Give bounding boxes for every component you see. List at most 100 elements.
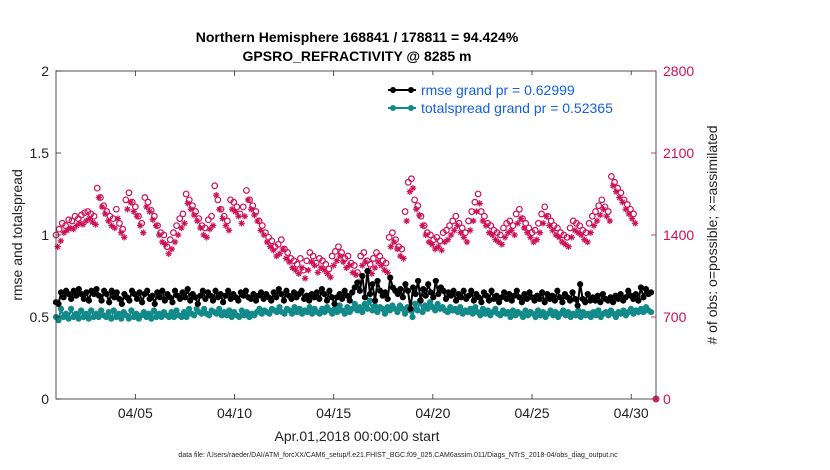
rmse-point — [447, 292, 455, 299]
obs-possible-point — [211, 182, 219, 190]
rmse-point — [138, 299, 146, 306]
rmse-point — [549, 292, 556, 299]
obs-assimilated-point — [194, 217, 201, 225]
totalspread-point — [492, 305, 499, 312]
rmse-point — [485, 297, 493, 304]
rmse-point — [361, 294, 369, 301]
obs-assimilated-point — [501, 234, 509, 241]
rmse-point — [169, 299, 176, 306]
rmse-point — [126, 297, 133, 304]
rmse-point — [73, 292, 80, 299]
obs-assimilated-point — [143, 203, 150, 211]
rmse-point — [394, 290, 401, 298]
obs-assimilated-point — [543, 213, 550, 220]
rmse-point — [377, 287, 384, 294]
obs-assimilated-point — [403, 217, 410, 225]
obs-assimilated-point — [190, 211, 198, 219]
rmse-point — [106, 299, 113, 306]
rmse-point — [220, 299, 227, 306]
rmse-point — [366, 290, 374, 298]
obs-assimilated-point — [171, 238, 179, 246]
obs-assimilated-point — [419, 222, 426, 229]
rmse-point — [409, 284, 417, 291]
rmse-point — [420, 286, 427, 293]
rmse-point — [630, 295, 637, 303]
obs-assimilated-point — [187, 206, 195, 213]
totalspread-point — [238, 307, 245, 314]
rmse-point — [554, 287, 561, 294]
rmse-point — [252, 297, 260, 304]
totalspread-point — [145, 310, 152, 317]
obs-assimilated-point — [438, 247, 445, 254]
obs-possible-point — [414, 202, 422, 210]
rmse-point — [95, 292, 103, 299]
totalspread-point — [228, 313, 235, 321]
rmse-point — [516, 294, 523, 301]
obs-assimilated-point — [209, 222, 217, 229]
rmse-point — [615, 295, 622, 303]
totalspread-point — [532, 313, 539, 321]
totalspread-point — [394, 308, 401, 316]
obs-possible-point — [598, 196, 606, 204]
totalspread-point — [565, 308, 572, 316]
obs-possible-point — [452, 212, 460, 220]
rmse-point — [430, 294, 437, 301]
obs-possible-point — [500, 224, 507, 232]
totalspread-point — [467, 305, 474, 312]
rmse-point — [513, 287, 520, 294]
obs-assimilated-point — [330, 262, 337, 269]
totalspread-point — [595, 307, 602, 314]
totalspread-point — [507, 313, 514, 321]
legend-spread-marker — [408, 105, 414, 111]
totalspread-point — [426, 299, 434, 306]
rmse-point — [574, 302, 581, 309]
obs-assimilated-point — [174, 231, 182, 239]
rmse-point — [460, 287, 467, 294]
totalspread-point — [386, 307, 394, 314]
totalspread-point — [150, 307, 158, 314]
obs-assimilated-point — [514, 220, 521, 227]
obs-assimilated-point — [54, 243, 61, 250]
obs-assimilated-point — [533, 236, 540, 243]
obs-assimilated-point — [371, 264, 379, 271]
obs-assimilated-point — [295, 270, 302, 277]
totalspread-point — [534, 307, 542, 314]
obs-possible-point — [93, 184, 101, 192]
rmse-point — [617, 290, 624, 298]
obs-possible-point — [446, 222, 453, 230]
obs-assimilated-point — [213, 191, 220, 199]
totalspread-point — [103, 313, 110, 321]
obs-possible-point — [68, 217, 76, 225]
totalspread-point — [296, 305, 303, 312]
obs-possible-point — [541, 203, 549, 211]
rmse-point — [539, 289, 546, 296]
totalspread-point — [128, 307, 135, 314]
legend-rmse-marker — [408, 87, 414, 93]
x-tick-label: 04/10 — [217, 405, 252, 421]
rmse-point — [640, 294, 647, 301]
rmse-point — [632, 290, 639, 298]
obs-assimilated-point — [92, 221, 99, 228]
totalspread-point — [409, 313, 416, 321]
totalspread-point — [110, 307, 117, 314]
rmse-point — [278, 290, 285, 298]
totalspread-point — [336, 302, 343, 309]
rmse-point — [351, 284, 358, 291]
totalspread-point — [381, 310, 389, 317]
rmse-point — [298, 287, 305, 294]
obs-assimilated-point — [387, 243, 395, 250]
obs-possible-point — [512, 210, 520, 218]
obs-assimilated-point — [311, 262, 318, 269]
totalspread-point — [522, 307, 529, 314]
metric-lines-layer — [52, 267, 655, 324]
obs-assimilated-point — [260, 231, 268, 239]
totalspread-point — [434, 300, 441, 307]
totalspread-point — [329, 310, 336, 317]
obs-possible-point — [595, 202, 603, 210]
obs-assimilated-point — [333, 257, 341, 264]
obs-possible-point — [176, 215, 184, 223]
obs-assimilated-point — [247, 206, 255, 213]
obs-assimilated-point — [162, 241, 169, 248]
rmse-point — [273, 294, 280, 301]
obs-assimilated-point — [276, 250, 283, 257]
